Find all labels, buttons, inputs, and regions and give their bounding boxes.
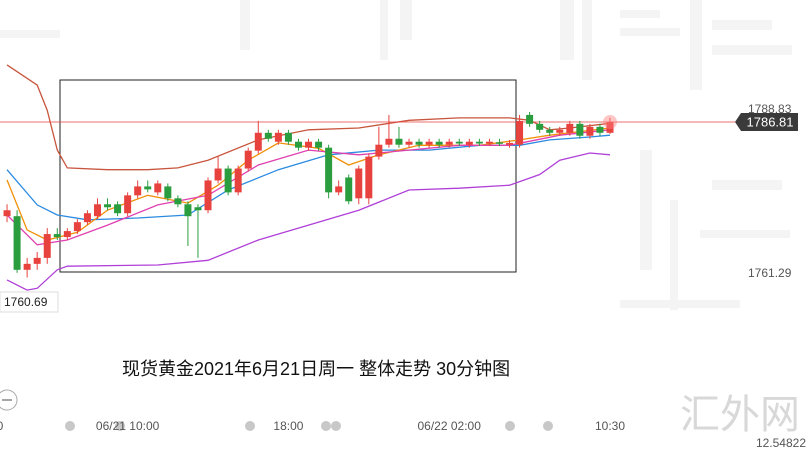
candle-body bbox=[566, 123, 574, 133]
candle-body bbox=[93, 204, 101, 217]
candle-body bbox=[536, 123, 544, 130]
candle-body bbox=[365, 156, 373, 199]
x-tick-label: 18:00 bbox=[273, 419, 303, 433]
candle-body bbox=[274, 132, 282, 142]
watermark: 汇外网 bbox=[680, 392, 800, 438]
background-pattern bbox=[0, 0, 792, 310]
candle-body bbox=[154, 183, 162, 193]
candle-body bbox=[43, 234, 51, 258]
candle-body bbox=[485, 141, 493, 144]
candle-body bbox=[234, 168, 242, 193]
last-price-glow bbox=[603, 115, 618, 130]
candle-body bbox=[104, 204, 112, 208]
candle-body bbox=[526, 114, 534, 124]
scroller-dots bbox=[65, 421, 553, 431]
candle-body bbox=[33, 257, 41, 264]
indicator-line bbox=[6, 152, 611, 291]
caption: 现货黄金2021年6月21日周一 整体走势 30分钟图 bbox=[122, 359, 510, 379]
y-tick-label: 1761.29 bbox=[748, 266, 792, 280]
x-tick-label: 10:30 bbox=[595, 419, 625, 433]
candle-body bbox=[556, 129, 564, 133]
candle-body bbox=[305, 141, 313, 148]
candle-body bbox=[325, 147, 333, 193]
x-tick-label: 0 bbox=[0, 419, 4, 433]
candle-body bbox=[445, 141, 453, 145]
candle-body bbox=[174, 198, 182, 205]
candle-body bbox=[124, 195, 132, 214]
candle-body bbox=[114, 204, 122, 214]
y-tick-label: 1788.83 bbox=[748, 102, 792, 116]
candle-body bbox=[425, 141, 433, 145]
annotation-box bbox=[59, 79, 517, 273]
candle-body bbox=[516, 120, 524, 145]
candle-body bbox=[455, 141, 463, 144]
candle-body bbox=[415, 141, 423, 145]
candle-body bbox=[335, 186, 343, 193]
candle-body bbox=[164, 186, 172, 199]
candle-body bbox=[586, 126, 594, 136]
indicator-line bbox=[6, 127, 611, 241]
candle-body bbox=[405, 141, 413, 145]
candle-body bbox=[63, 231, 71, 238]
candle-body bbox=[546, 129, 554, 133]
x-tick-label: 06/22 02:00 bbox=[418, 419, 482, 433]
footer-value: 12.54822 bbox=[756, 436, 806, 450]
zoom-button[interactable] bbox=[0, 389, 18, 411]
indicator-line bbox=[6, 134, 611, 221]
candle-body bbox=[465, 141, 473, 145]
candle-body bbox=[204, 180, 212, 211]
candle-body bbox=[385, 138, 393, 145]
candle-body bbox=[284, 132, 292, 142]
candle-body bbox=[254, 132, 262, 151]
low-label-box bbox=[0, 291, 59, 313]
candle-body bbox=[576, 123, 584, 136]
x-tick-label: 06/21 10:00 bbox=[96, 419, 160, 433]
candle-body bbox=[13, 216, 21, 270]
candle-body bbox=[224, 168, 232, 193]
candle-body bbox=[134, 186, 142, 196]
candle-body bbox=[73, 222, 81, 232]
candle-body bbox=[495, 142, 503, 144]
candle-body bbox=[345, 177, 353, 202]
candle-body bbox=[315, 141, 323, 148]
candle-body bbox=[355, 168, 363, 199]
low-label: 1760.69 bbox=[4, 295, 48, 309]
candle-body bbox=[294, 141, 302, 148]
candle-body bbox=[506, 142, 514, 145]
candle-body bbox=[395, 138, 403, 145]
last-price-label: 1786.81 bbox=[747, 114, 794, 129]
candle-body bbox=[214, 168, 222, 181]
candle-body bbox=[144, 186, 152, 190]
candle-body bbox=[184, 204, 192, 217]
candle-body bbox=[23, 263, 31, 270]
candle-body bbox=[596, 126, 604, 133]
candle-body bbox=[83, 213, 91, 223]
candle-body bbox=[375, 144, 383, 157]
candle-body bbox=[606, 122, 614, 133]
candle-body bbox=[475, 141, 483, 144]
candle-body bbox=[264, 132, 272, 139]
candle-body bbox=[244, 150, 252, 169]
candle-body bbox=[53, 234, 61, 238]
candle-body bbox=[194, 207, 202, 211]
candle-body bbox=[435, 141, 443, 145]
last-price-tag bbox=[735, 113, 798, 132]
candle-body bbox=[3, 210, 11, 217]
indicator-line bbox=[6, 129, 611, 246]
